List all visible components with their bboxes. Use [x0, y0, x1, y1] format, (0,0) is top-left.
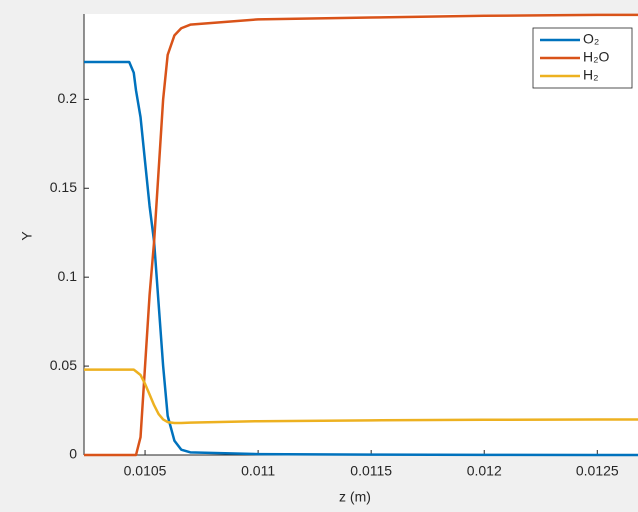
x-axis-label: z (m)	[339, 489, 371, 505]
legend-label: O₂	[583, 31, 599, 47]
legend-label: H₂O	[583, 49, 610, 65]
legend-label: H₂	[583, 67, 599, 83]
y-tick-label: 0.2	[58, 90, 78, 106]
y-axis-label: Y	[19, 231, 35, 241]
series-line	[84, 13, 638, 457]
y-tick-label: 0	[69, 446, 77, 462]
series-line	[84, 60, 638, 457]
x-tick-label: 0.011	[241, 463, 275, 479]
y-tick-label: 0.05	[50, 357, 77, 373]
x-tick-label: 0.012	[467, 463, 502, 479]
x-tick-label: 0.0125	[576, 463, 619, 479]
series-line	[84, 368, 638, 425]
x-tick-label: 0.0105	[124, 463, 167, 479]
x-tick-label: 0.0115	[350, 463, 392, 479]
legend-box	[532, 27, 633, 89]
y-tick-label: 0.1	[58, 268, 78, 284]
y-tick-label: 0.15	[50, 179, 77, 195]
